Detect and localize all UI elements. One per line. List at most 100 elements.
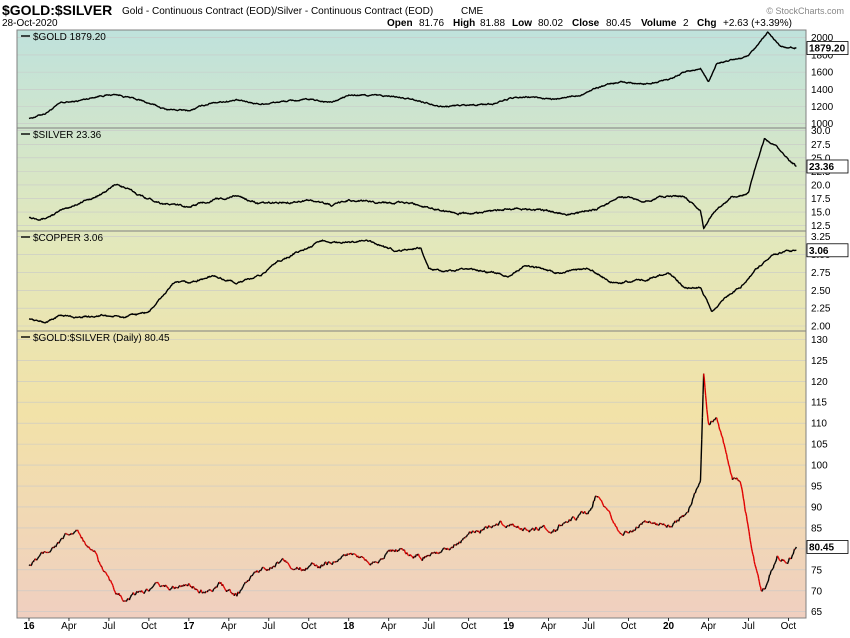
ratio-bar [513,524,514,526]
ratio-bar [377,562,378,563]
ratio-bar [529,531,530,532]
ratio-bar [796,547,797,548]
ratio-bar [624,533,625,535]
ratio-bar [280,562,281,563]
ratio-bar [115,591,116,592]
ratio-bar [441,550,442,552]
last-value-label: 80.45 [809,542,834,553]
ratio-bar [745,506,746,511]
ratio-bar [241,589,242,590]
ratio-bar [223,584,224,586]
ratio-bar [754,556,755,561]
ratio-bar [186,585,187,586]
ratio-bar [234,594,235,596]
ratio-bar [748,524,749,528]
ratio-bar [127,599,128,601]
x-tick-label: Apr [221,621,237,632]
ratio-bar [96,553,97,554]
x-tick-label: Apr [701,621,717,632]
last-value-label: 1879.20 [809,44,846,55]
ratio-bar [756,568,757,571]
ratio-bar [725,447,726,450]
ratio-bar [198,591,199,592]
ratio-bar [253,574,254,575]
ratio-bar [690,506,691,508]
ratio-bar [700,460,701,481]
ratio-bar [283,559,284,560]
volume-label: Volume [641,18,677,29]
ratio-bar [443,548,444,549]
ratio-bar [707,410,708,415]
ratio-bar [29,565,30,566]
ratio-bar [594,498,595,501]
ratio-bar [518,526,519,528]
ratio-bar [613,521,614,523]
ratio-bar [509,525,510,527]
ratio-bar [759,582,760,586]
x-tick-label: 16 [23,621,35,632]
ratio-bar [40,554,41,555]
ratio-bar [698,486,699,488]
ratio-bar [784,560,785,561]
ratio-bar [667,526,668,527]
ratio-bar [524,528,525,529]
ratio-bar [131,595,132,597]
ratio-bar [149,590,150,591]
ratio-bar [309,566,310,567]
ratio-bar [603,504,604,506]
ratio-bar [99,562,100,565]
ratio-bar [645,521,646,522]
ratio-bar [211,590,212,591]
ratio-bar [750,537,751,541]
ratio-bar [390,550,391,552]
y-tick-label: 100 [811,461,828,472]
ratio-bar [37,559,38,560]
ratio-bar [381,559,382,560]
ratio-bar [95,551,96,553]
ratio-bar [128,598,129,599]
x-tick-label: Oct [461,621,477,632]
x-tick-label: Oct [141,621,157,632]
ratio-bar [352,554,353,555]
ratio-bar [305,570,306,571]
ratio-bar [188,585,189,586]
y-tick-label: 105 [811,440,828,451]
ratio-bar [778,556,779,557]
ratio-bar [92,550,93,551]
ratio-bar [467,534,468,535]
x-tick-label: 20 [663,621,675,632]
ratio-bar [190,585,191,586]
ratio-bar [266,569,267,570]
ratio-bar [259,572,260,573]
ratio-bar [475,532,476,533]
ratio-bar [544,526,545,528]
ratio-bar [51,548,52,550]
ratio-bar [595,496,596,498]
ratio-bar [421,559,422,560]
ratio-bar [635,528,636,530]
ratio-bar [335,561,336,562]
ratio-bar [757,573,758,575]
ratio-bar [498,525,499,526]
ratio-bar [379,561,380,562]
ratio-bar [287,562,288,563]
ratio-bar [42,552,43,553]
chg-value: +2.63 (+3.39%) [723,18,792,29]
ratio-bar [589,511,590,512]
ratio-bar [576,518,577,520]
ratio-bar [45,552,46,553]
ratio-bar [126,601,127,602]
ratio-bar [700,480,701,482]
ratio-bar [699,483,700,485]
ratio-bar [73,533,74,534]
ratio-bar [692,498,693,501]
ratio-bar [243,587,244,588]
ratio-bar [102,567,103,570]
ratio-bar [691,504,692,505]
ratio-bar [702,417,703,439]
ratio-bar [154,585,155,586]
ratio-bar [574,517,575,518]
header-description: Gold - Continuous Contract (EOD)/Silver … [122,6,433,17]
